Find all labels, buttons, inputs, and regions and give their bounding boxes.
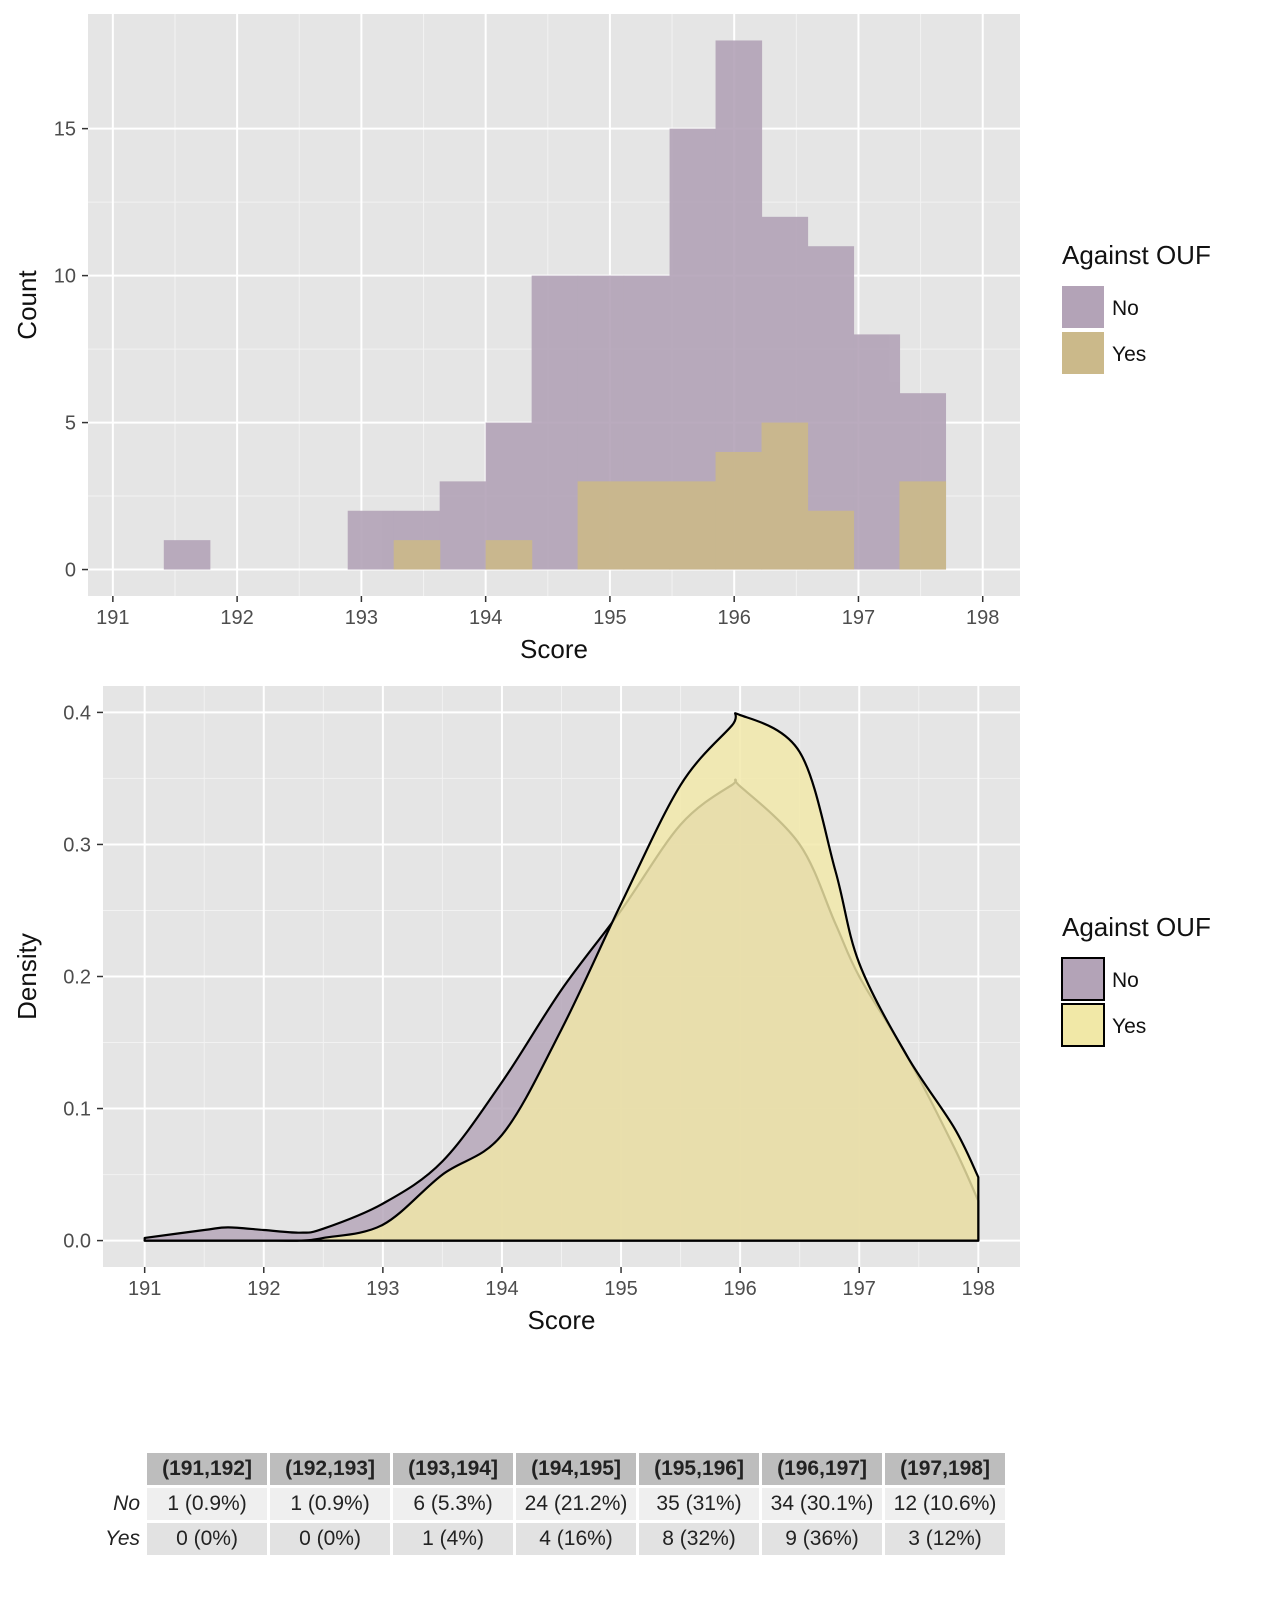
x-tick-label: 194: [485, 1278, 518, 1300]
hist-bar-no: [163, 540, 211, 570]
hist-bar-no: [531, 275, 579, 570]
table-cell: 9 (36%): [762, 1523, 883, 1555]
hist-bar-yes: [577, 481, 625, 570]
density-area-yes: [143, 712, 980, 1242]
y-tick-label: 5: [65, 413, 76, 435]
table-cell: 0 (0%): [270, 1523, 391, 1555]
table-cell: 1 (0.9%): [147, 1488, 268, 1520]
table-col-header: (194,195]: [516, 1453, 637, 1485]
legend-title: Against OUF: [1062, 912, 1211, 942]
hist-bar-no: [347, 510, 395, 570]
x-tick-label: 195: [593, 607, 626, 629]
table-cell: 34 (30.1%): [762, 1488, 883, 1520]
y-axis-label: Count: [12, 270, 42, 340]
y-tick-label: 0.1: [63, 1099, 91, 1121]
table-cell: 3 (12%): [885, 1523, 1006, 1555]
table-header-row: (191,192] (192,193] (193,194] (194,195] …: [99, 1453, 1006, 1485]
table-row-label: No: [113, 1492, 141, 1515]
hist-bar-yes: [807, 510, 855, 570]
y-tick-label: 0: [65, 560, 76, 582]
x-axis-label: Score: [528, 1305, 596, 1335]
x-tick-label: 195: [604, 1278, 637, 1300]
hist-bar-yes: [393, 540, 441, 570]
table-cell: 1 (0.9%): [270, 1488, 391, 1520]
legend-key-no: [1062, 286, 1104, 328]
legend-key-yes: [1061, 1003, 1105, 1047]
y-tick-label: 10: [54, 266, 76, 288]
legend-label-no: No: [1112, 969, 1139, 992]
x-tick-label: 197: [842, 607, 875, 629]
table-cell: 12 (10.6%): [885, 1488, 1006, 1520]
x-tick-label: 197: [843, 1278, 876, 1300]
y-tick-label: 0.3: [63, 834, 91, 856]
legend-key-no: [1061, 957, 1105, 1001]
y-tick-label: 0.2: [63, 967, 91, 989]
series-yes: [393, 422, 947, 570]
x-tick-label: 192: [247, 1278, 280, 1300]
x-tick-label: 191: [128, 1278, 161, 1300]
hist-bar-yes: [485, 540, 533, 570]
table-row: No 1 (0.9%) 1 (0.9%) 6 (5.3%) 24 (21.2%)…: [99, 1488, 1006, 1520]
y-tick-label: 0.0: [63, 1231, 91, 1253]
table-cell: 4 (16%): [516, 1523, 637, 1555]
table-cell: 0 (0%): [147, 1523, 268, 1555]
hist-bar-yes: [623, 481, 671, 570]
y-tick-label: 0.4: [63, 702, 91, 724]
x-tick-label: 191: [96, 607, 129, 629]
legend-title: Against OUF: [1062, 240, 1211, 270]
table-cell: 1 (4%): [393, 1523, 514, 1555]
hist-bar-yes: [761, 422, 809, 570]
legend-label-yes: Yes: [1112, 343, 1146, 366]
table-cell: 6 (5.3%): [393, 1488, 514, 1520]
table-row-label: Yes: [105, 1527, 141, 1550]
table-cell: 35 (31%): [639, 1488, 760, 1520]
x-tick-label: 192: [220, 607, 253, 629]
hist-bar-no: [439, 481, 487, 570]
table-col-header: (193,194]: [393, 1453, 514, 1485]
table-row: Yes 0 (0%) 0 (0%) 1 (4%) 4 (16%) 8 (32%)…: [99, 1523, 1006, 1555]
x-tick-label: 196: [723, 1278, 756, 1300]
hist-bar-no: [853, 334, 901, 570]
chart-canvas: 191 192 193 194 195 196 197 198 0 5 10 15 Score Count…: [12, 14, 1211, 1335]
x-tick-label: 198: [962, 1278, 995, 1300]
table-cell: 24 (21.2%): [516, 1488, 637, 1520]
x-tick-label: 196: [717, 607, 750, 629]
x-axis-label: Score: [520, 634, 588, 664]
table-col-header: (192,193]: [270, 1453, 391, 1485]
table-cell: 8 (32%): [639, 1523, 760, 1555]
legend-label-yes: Yes: [1112, 1015, 1146, 1038]
legend-key-yes: [1062, 332, 1104, 374]
summary-table: (191,192] (192,193] (193,194] (194,195] …: [96, 1450, 1008, 1558]
y-axis-label: Density: [12, 933, 42, 1020]
x-tick-label: 193: [345, 607, 378, 629]
legend-label-no: No: [1112, 297, 1139, 320]
x-tick-label: 193: [366, 1278, 399, 1300]
y-tick-label: 15: [54, 119, 76, 141]
hist-bar-yes: [899, 481, 947, 570]
table-col-header: (196,197]: [762, 1453, 883, 1485]
x-tick-label: 194: [469, 607, 502, 629]
hist-bar-yes: [669, 481, 717, 570]
table-col-header: (195,196]: [639, 1453, 760, 1485]
table-col-header: (191,192]: [147, 1453, 268, 1485]
hist-bar-yes: [715, 451, 763, 570]
table-col-header: (197,198]: [885, 1453, 1006, 1485]
table-corner: [99, 1453, 144, 1485]
x-tick-label: 198: [966, 607, 999, 629]
